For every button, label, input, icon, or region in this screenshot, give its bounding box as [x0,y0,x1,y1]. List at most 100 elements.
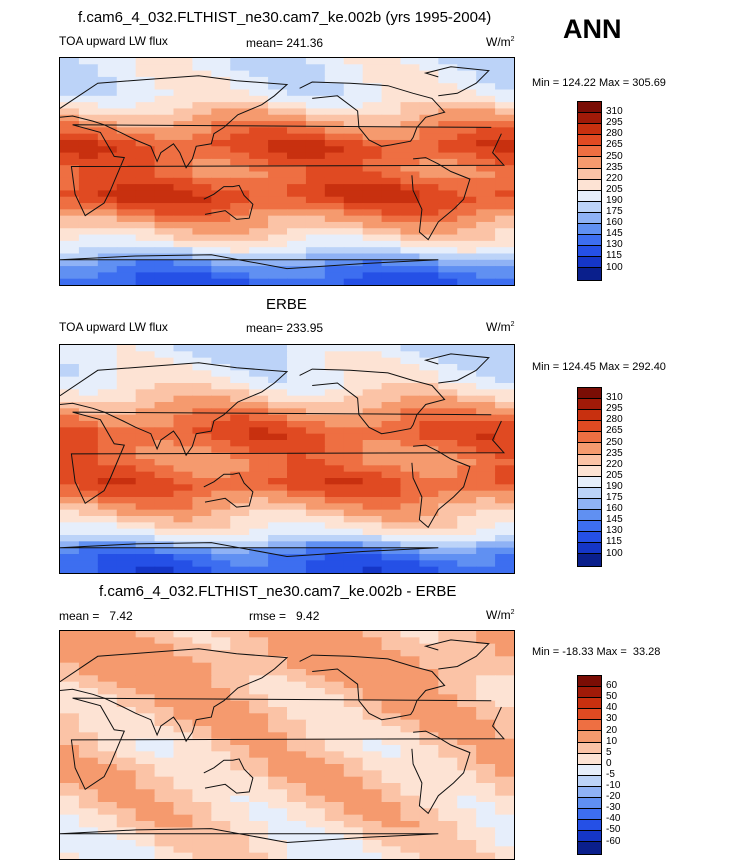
map-cell [495,408,514,416]
map-cell [419,833,439,841]
map-cell [400,370,421,378]
map-cell [249,751,269,759]
map-cell [476,133,496,141]
map-cell [249,566,269,573]
map-cell [135,662,156,670]
map-cell [400,351,421,359]
map-cell [343,802,364,809]
map-cell [154,503,175,511]
map-cell [362,688,383,695]
colorbar-tick-label: 190 [606,480,623,492]
map-cell [438,259,458,267]
map-cell [230,389,250,397]
map-cell [343,253,364,261]
map-cell [116,547,137,555]
map-cell [60,427,80,435]
map-cell [457,70,477,78]
map-cell [287,127,307,135]
map-cell [173,452,194,460]
map-cell [268,484,288,492]
map-cell [97,58,118,65]
map-cell [78,351,99,359]
map-cell [211,814,231,822]
colorbar-swatch [578,786,601,799]
map-cell [362,446,383,454]
map-cell [135,688,156,695]
map-cell [287,139,307,147]
map-cell [324,278,345,285]
map-cell [230,364,250,371]
map-cell [438,503,458,511]
map-cell [287,152,307,160]
panel-2-map [59,344,515,574]
map-cell [305,745,326,752]
map-cell [97,560,118,568]
map-cell [287,827,307,835]
map-cell [154,669,175,676]
map-cell [343,783,364,790]
map-cell [249,446,269,454]
map-cell [287,497,307,504]
map-cell [230,478,250,485]
map-cell [154,272,175,280]
map-cell [135,459,156,466]
map-cell [192,76,212,84]
map-cell [268,547,288,555]
map-cell [60,509,80,517]
map-cell [230,253,250,261]
map-cell [268,637,288,645]
map-cell [287,357,307,365]
map-cell [154,509,175,517]
map-cell [400,745,421,752]
map-cell [211,516,231,523]
colorbar-swatch [578,113,601,125]
map-cell [457,190,477,198]
map-cell [154,158,175,166]
map-cell [324,370,345,378]
map-cell [268,108,288,116]
map-cell [116,114,137,122]
map-cell [287,259,307,267]
map-cell [268,364,288,371]
map-cell [457,770,477,778]
map-cell [211,490,231,498]
map-cell [135,421,156,428]
map-cell [230,484,250,492]
map-cell [495,152,514,160]
map-cell [362,669,383,676]
map-cell [476,127,496,135]
map-cell [211,357,231,365]
map-cell [381,776,402,784]
map-cell [381,516,402,523]
map-cell [135,840,156,847]
map-cell [60,554,80,561]
panel-3-title: f.cam6_4_032.FLTHIST_ne30.cam7_ke.002b -… [99,583,457,600]
map-cell [116,133,137,141]
map-cell [78,516,99,523]
map-cell [230,383,250,390]
map-cell [287,478,307,485]
map-cell [287,484,307,492]
map-cell [400,459,421,466]
map-cell [211,707,231,714]
map-cell [381,240,402,248]
map-cell [419,459,439,466]
map-cell [154,783,175,790]
map-cell [249,83,269,91]
map-cell [381,133,402,141]
map-cell [268,490,288,498]
map-cell [230,751,250,759]
map-cell [97,700,118,708]
map-cell [305,364,326,371]
map-cell [476,637,496,645]
map-cell [324,852,345,859]
map-cell [324,770,345,778]
map-cell [97,821,118,828]
map-cell [438,719,458,727]
map-cell [305,675,326,683]
map-cell [362,203,383,210]
map-cell [476,83,496,91]
map-cell [287,177,307,185]
map-cell [211,127,231,135]
map-cell [305,637,326,645]
